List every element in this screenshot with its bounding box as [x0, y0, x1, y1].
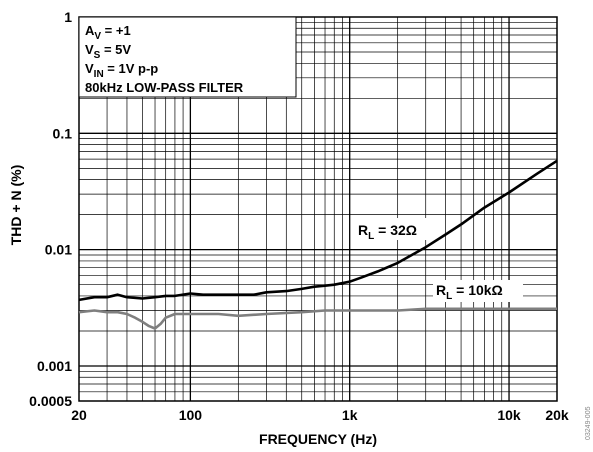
conditions-box: AV = +1 VS = 5V VIN = 1V p-p 80kHz LOW-P… [78, 16, 297, 98]
y-tick-label: 0.1 [53, 125, 73, 141]
y-tick-label: 0.001 [37, 358, 72, 374]
series-label-rl-32-background [356, 218, 434, 240]
x-axis-label: FREQUENCY (Hz) [259, 431, 377, 447]
condition-av: AV = +1 [85, 23, 131, 42]
series-layer [78, 159, 558, 330]
y-tick-labels: 1 0.1 0.01 0.001 0.0005 [29, 9, 72, 409]
condition-filter: 80kHz LOW-PASS FILTER [85, 80, 244, 95]
plot-frame [78, 16, 558, 402]
y-axis-label: THD + N (%) [8, 165, 24, 246]
series-label-rl-10k-background [433, 280, 523, 302]
conditions-box-background [78, 16, 297, 98]
y-tick-label: 0.01 [45, 242, 72, 258]
series-label-rl-10k-text: RL = 10kΩ [436, 282, 503, 302]
y-tick-label: 1 [64, 9, 72, 25]
series-line-rl-10k [78, 307, 557, 330]
x-tick-label: 20 [71, 407, 87, 423]
series-label-rl-32: RL = 32Ω [356, 218, 434, 242]
condition-vs: VS = 5V [85, 42, 131, 61]
series-label-rl-32-text: RL = 32Ω [358, 222, 417, 242]
x-tick-label: 10k [497, 407, 521, 423]
figure-id: 03249-005 [585, 406, 592, 440]
x-tick-label: 1k [342, 407, 358, 423]
x-tick-label: 20k [545, 407, 569, 423]
x-tick-labels: 20 100 1k 10k 20k [71, 407, 569, 423]
series-line-rl-32 [78, 159, 558, 302]
x-tick-label: 100 [179, 407, 203, 423]
y-tick-label: 0.0005 [29, 393, 72, 409]
series-label-rl-10k: RL = 10kΩ [433, 280, 523, 302]
condition-vin: VIN = 1V p-p [85, 61, 158, 80]
